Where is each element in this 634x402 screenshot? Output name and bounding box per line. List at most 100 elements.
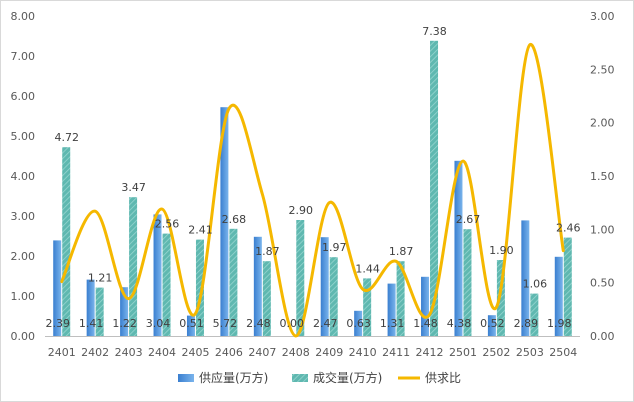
deal-data-label: 2.67 bbox=[456, 213, 481, 226]
y-right-tick-label: 3.00 bbox=[590, 10, 615, 23]
supply-bar bbox=[487, 315, 496, 336]
supply-bar bbox=[354, 310, 363, 336]
supply-data-label: 4.38 bbox=[447, 317, 472, 330]
deal-bar bbox=[496, 260, 505, 336]
supply-bar bbox=[186, 315, 195, 336]
ratio-line-path bbox=[60, 43, 565, 338]
deal-bar bbox=[563, 237, 572, 336]
x-tick-label: 2408 bbox=[282, 346, 310, 359]
deal-data-label: 2.90 bbox=[289, 204, 314, 217]
supply-data-label: 2.39 bbox=[45, 317, 70, 330]
x-tick-label: 2407 bbox=[248, 346, 276, 359]
supply-bar bbox=[153, 214, 162, 336]
deal-bar bbox=[363, 278, 372, 336]
deal-bar bbox=[162, 233, 171, 336]
data-labels: 2.39 4.72 1.41 1.21 1.22 3.47 3.04 2.56 0.51 2.41… bbox=[45, 25, 580, 330]
deal-data-label: 1.06 bbox=[523, 278, 548, 291]
x-tick-label: 2504 bbox=[549, 346, 577, 359]
deal-bar bbox=[463, 229, 472, 336]
bars bbox=[53, 40, 572, 337]
axes: 0.00 1.00 2.00 3.00 4.00 5.00 6.00 7.00 8.00 0.00… bbox=[11, 10, 615, 359]
deal-bar bbox=[430, 40, 439, 337]
supply-data-label: 5.72 bbox=[213, 317, 238, 330]
y-left-tick-label: 0.00 bbox=[11, 330, 36, 343]
legend-ratio-label: 供求比 bbox=[425, 371, 461, 385]
y-left-tick-label: 8.00 bbox=[11, 10, 36, 23]
y-right-tick-label: 0.50 bbox=[590, 277, 615, 290]
deal-bar bbox=[396, 261, 405, 336]
supply-bar bbox=[253, 236, 262, 336]
deal-data-label: 2.56 bbox=[155, 218, 180, 231]
legend-deal-label: 成交量(万方) bbox=[313, 370, 382, 385]
deal-bar bbox=[95, 287, 104, 336]
y-left-tick-label: 1.00 bbox=[11, 290, 36, 303]
supply-data-label: 1.48 bbox=[413, 317, 438, 330]
x-tick-label: 2410 bbox=[349, 346, 377, 359]
x-tick-label: 2405 bbox=[181, 346, 209, 359]
supply-bar bbox=[421, 276, 430, 336]
ratio-line bbox=[60, 43, 565, 338]
deal-bar bbox=[195, 239, 204, 336]
deal-data-label: 2.68 bbox=[222, 213, 247, 226]
supply-data-label: 0.63 bbox=[346, 317, 371, 330]
deal-data-label: 1.44 bbox=[355, 262, 380, 275]
deal-data-label: 1.87 bbox=[255, 245, 280, 258]
deal-data-label: 3.47 bbox=[121, 181, 146, 194]
y-right-tick-label: 0.00 bbox=[590, 330, 615, 343]
supply-data-label: 1.31 bbox=[380, 317, 405, 330]
x-tick-label: 2403 bbox=[115, 346, 143, 359]
deal-bar bbox=[329, 257, 338, 336]
legend-supply-label: 供应量(万方) bbox=[199, 370, 268, 385]
supply-bar bbox=[320, 237, 329, 336]
deal-data-label: 7.38 bbox=[422, 25, 447, 38]
y-left-tick-label: 3.00 bbox=[11, 210, 36, 223]
deal-bar bbox=[530, 293, 539, 336]
supply-data-label: 0.51 bbox=[179, 317, 204, 330]
deal-data-label: 4.72 bbox=[54, 131, 79, 144]
y-left-tick-label: 6.00 bbox=[11, 90, 36, 103]
x-tick-label: 2409 bbox=[315, 346, 343, 359]
supply-data-label: 2.48 bbox=[246, 317, 271, 330]
deal-bar bbox=[129, 197, 138, 336]
deal-data-label: 1.87 bbox=[389, 245, 414, 258]
supply-data-label: 2.89 bbox=[514, 317, 539, 330]
supply-bar bbox=[454, 160, 463, 336]
deal-data-label: 2.41 bbox=[188, 224, 213, 237]
x-tick-label: 2401 bbox=[48, 346, 76, 359]
legend-supply-swatch bbox=[178, 374, 194, 382]
x-tick-label: 2402 bbox=[81, 346, 109, 359]
supply-data-label: 3.04 bbox=[146, 317, 171, 330]
supply-bar bbox=[53, 240, 62, 336]
supply-data-label: 1.22 bbox=[112, 317, 137, 330]
deal-data-label: 2.46 bbox=[556, 222, 581, 235]
x-tick-label: 2502 bbox=[482, 346, 510, 359]
deal-data-label: 1.90 bbox=[489, 244, 514, 257]
supply-data-label: 2.47 bbox=[313, 317, 338, 330]
y-left-tick-label: 2.00 bbox=[11, 250, 36, 263]
x-tick-label: 2412 bbox=[416, 346, 444, 359]
x-tick-label: 2411 bbox=[382, 346, 410, 359]
y-right-tick-label: 2.00 bbox=[590, 117, 615, 130]
supply-bar bbox=[521, 220, 530, 336]
supply-bar bbox=[220, 107, 229, 336]
deal-bar bbox=[296, 220, 305, 336]
supply-bar bbox=[120, 287, 129, 336]
legend-deal-swatch bbox=[292, 374, 308, 382]
x-tick-label: 2406 bbox=[215, 346, 243, 359]
deal-bar bbox=[229, 228, 238, 336]
deal-data-label: 1.97 bbox=[322, 241, 347, 254]
deal-bar bbox=[262, 261, 271, 336]
y-right-tick-label: 1.00 bbox=[590, 223, 615, 236]
x-tick-label: 2503 bbox=[516, 346, 544, 359]
supply-bar bbox=[86, 279, 95, 336]
y-left-tick-label: 4.00 bbox=[11, 170, 36, 183]
legend: 供应量(万方) 成交量(万方) 供求比 bbox=[178, 370, 461, 385]
y-left-tick-label: 5.00 bbox=[11, 130, 36, 143]
x-tick-label: 2501 bbox=[449, 346, 477, 359]
y-left-tick-label: 7.00 bbox=[11, 50, 36, 63]
supply-bar bbox=[387, 283, 396, 336]
supply-data-label: 0.00 bbox=[280, 317, 305, 330]
y-right-tick-label: 2.50 bbox=[590, 63, 615, 76]
supply-bar bbox=[554, 256, 563, 336]
